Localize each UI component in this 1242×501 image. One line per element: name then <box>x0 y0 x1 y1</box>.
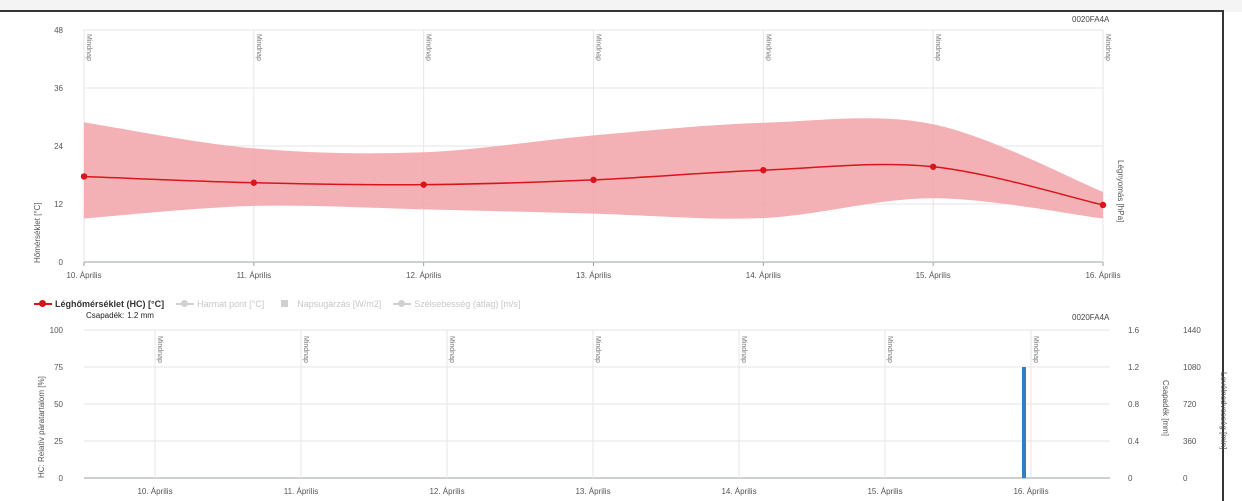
top-day-marker-label: Mindnap <box>425 34 432 61</box>
bottom-x-tick-label: 12. Április <box>429 487 464 496</box>
temperature-data-point <box>760 166 767 174</box>
legend-label: Napsugárzás [W/m2] <box>297 299 382 309</box>
temperature-data-point <box>250 179 258 186</box>
top-x-tick-label: 15. Április <box>916 271 951 280</box>
top-day-marker-label: Mindnap <box>1104 34 1111 61</box>
legend-square-icon <box>276 299 294 309</box>
temperature-range-area <box>84 118 1103 219</box>
bottom-right-axis-title-precip: Csapadék [mm] <box>1161 380 1170 437</box>
legend-label: Léghőmérséklet (HC) [°C] <box>55 299 165 309</box>
temperature-data-point <box>929 163 937 170</box>
bottom-leaf-tick-label: 720 <box>1183 400 1197 409</box>
top-x-tick-label: 16. Április <box>1085 271 1120 280</box>
bottom-day-marker-label: Mindnap <box>886 336 893 363</box>
bottom-right-axis-title-leaf: Levélnedvesség [min] <box>1219 372 1228 450</box>
bottom-leaf-tick-label: 360 <box>1183 437 1197 446</box>
window-top-bar <box>0 0 1242 12</box>
bottom-x-tick-label: 15. Április <box>867 487 902 496</box>
top-day-marker-label: Mindnap <box>255 34 262 61</box>
precipitation-value: 1.2 mm <box>127 311 154 320</box>
bottom-precip-tick-label: 0.4 <box>1128 437 1140 446</box>
bottom-leaf-tick-label: 0 <box>1183 474 1188 483</box>
temperature-data-point <box>590 176 597 184</box>
top-right-axis-title: Légnyomás [hPa] <box>1116 160 1125 223</box>
legend-item-air-temperature[interactable]: Léghőmérséklet (HC) [°C] <box>34 299 164 309</box>
bottom-day-marker-label: Mindnap <box>1032 336 1039 363</box>
bottom-day-marker-label: Mindnap <box>302 336 309 363</box>
top-x-tick-label: 12. Április <box>406 271 441 280</box>
legend-item-wind-speed[interactable]: Szélsebesség (átlag) [m/s] <box>393 299 520 309</box>
top-day-marker-label: Mindnap <box>934 34 941 61</box>
bottom-y-tick-label: 100 <box>50 326 64 335</box>
precipitation-summary: Csapadék: 1.2 mm <box>86 311 154 320</box>
top-x-tick-label: 10. Április <box>66 271 101 280</box>
top-y-tick-label: 0 <box>59 258 64 267</box>
bottom-x-tick-label: 10. Április <box>137 487 172 496</box>
legend-line-dot-icon <box>176 299 195 309</box>
top-x-tick-label: 11. Április <box>237 271 272 280</box>
top-y-tick-label: 12 <box>54 200 63 209</box>
bottom-x-tick-label: 14. Április <box>721 487 756 496</box>
temperature-data-point <box>80 173 88 180</box>
bottom-y-tick-label: 0 <box>59 474 64 483</box>
top-y-tick-label: 48 <box>54 26 63 35</box>
bottom-precip-tick-label: 1.2 <box>1128 363 1140 372</box>
bottom-y-tick-label: 75 <box>54 363 63 372</box>
bottom-precip-tick-label: 0 <box>1128 474 1133 483</box>
bottom-precip-tick-label: 0.8 <box>1128 400 1140 409</box>
top-y-axis-title: Hőmérséklet [°C] <box>33 202 42 263</box>
legend-item-solar-radiation[interactable]: Napsugárzás [W/m2] <box>276 299 381 309</box>
precipitation-bar <box>1022 367 1026 478</box>
window-right-edge <box>1222 10 1224 501</box>
station-id-top: 0020FA4A <box>1072 15 1110 24</box>
top-day-marker-label: Mindnap <box>595 34 602 61</box>
top-day-marker-label: Mindnap <box>85 34 92 61</box>
temperature-data-point <box>1099 201 1107 209</box>
chart-legend: Léghőmérséklet (HC) [°C] Harmat pont [°C… <box>34 296 532 312</box>
bottom-day-marker-label: Mindnap <box>594 336 601 363</box>
bottom-precip-tick-label: 1.6 <box>1128 326 1140 335</box>
top-y-tick-label: 36 <box>54 84 63 93</box>
bottom-x-tick-label: 13. Április <box>575 487 610 496</box>
top-x-tick-label: 13. Április <box>576 271 611 280</box>
bottom-leaf-tick-label: 1080 <box>1183 363 1201 372</box>
bottom-day-marker-label: Mindnap <box>448 336 455 363</box>
bottom-day-marker-label: Mindnap <box>156 336 163 363</box>
legend-label: Harmat pont [°C] <box>197 299 265 309</box>
top-y-tick-label: 24 <box>54 142 63 151</box>
temperature-data-point <box>420 181 427 188</box>
bottom-x-tick-label: 11. Április <box>284 487 319 496</box>
bottom-y-tick-label: 50 <box>54 400 63 409</box>
station-id-bottom: 0020FA4A <box>1072 313 1110 322</box>
bottom-y-tick-label: 25 <box>54 437 63 446</box>
legend-label: Szélsebesség (átlag) [m/s] <box>414 299 521 309</box>
bottom-day-marker-label: Mindnap <box>740 336 747 363</box>
legend-line-dot-icon <box>393 299 412 309</box>
legend-item-dew-point[interactable]: Harmat pont [°C] <box>176 299 264 309</box>
bottom-leaf-tick-label: 1440 <box>1183 326 1201 335</box>
legend-line-dot-icon <box>34 299 52 309</box>
top-x-tick-label: 14. Április <box>746 271 781 280</box>
bottom-y-axis-title: HC: Relatív páratartalom [%] <box>37 376 46 478</box>
top-day-marker-label: Mindnap <box>764 34 771 61</box>
bottom-x-tick-label: 16. Április <box>1013 487 1048 496</box>
precipitation-label: Csapadék: <box>86 311 125 320</box>
